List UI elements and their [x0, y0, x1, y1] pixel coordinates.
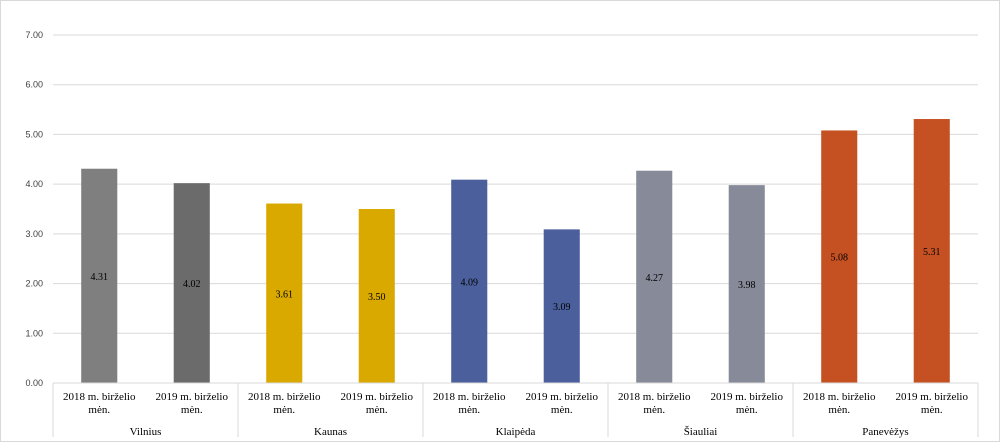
bar — [173, 183, 210, 383]
category-label: mėn. — [643, 404, 665, 416]
data-labels: 4.31 4.02 3.61 3.50 4.09 3.09 4.27 3.98 5.08 5.31 — [91, 247, 941, 313]
bar — [728, 185, 765, 383]
group-label: Kaunas — [314, 426, 347, 438]
category-label: 2018 m. birželio — [248, 391, 321, 403]
y-tick-label: 1.00 — [25, 328, 43, 338]
y-tick-label: 7.00 — [25, 30, 43, 40]
group-label: Vilnius — [130, 426, 162, 438]
data-label: 4.31 — [91, 272, 109, 283]
category-label: 2019 m. birželio — [341, 391, 414, 403]
data-label: 4.27 — [646, 273, 664, 284]
data-label: 3.50 — [368, 292, 386, 303]
category-label: 2018 m. birželio — [803, 391, 876, 403]
category-label: 2019 m. birželio — [156, 391, 229, 403]
group-label: Šiauliai — [684, 426, 718, 438]
bar — [543, 229, 580, 383]
data-label: 4.02 — [183, 279, 201, 290]
category-label: mėn. — [921, 404, 943, 416]
category-label: mėn. — [88, 404, 110, 416]
category-label: mėn. — [458, 404, 480, 416]
bars — [81, 119, 950, 383]
category-label: 2019 m. birželio — [526, 391, 599, 403]
category-label: 2018 m. birželio — [618, 391, 691, 403]
data-label: 3.09 — [553, 302, 571, 313]
y-tick-label: 0.00 — [25, 378, 43, 388]
category-label: 2019 m. birželio — [896, 391, 969, 403]
data-label: 3.98 — [738, 280, 756, 291]
category-label: 2018 m. birželio — [433, 391, 506, 403]
group-label: Klaipėda — [496, 426, 536, 438]
data-label: 4.09 — [461, 277, 479, 288]
bar — [636, 170, 673, 383]
bar — [266, 203, 303, 383]
data-label: 5.08 — [831, 253, 849, 264]
group-label: Panevėžys — [862, 426, 908, 438]
category-label: mėn. — [736, 404, 758, 416]
bar — [81, 168, 118, 383]
category-label: 2018 m. birželio — [63, 391, 136, 403]
category-label: mėn. — [828, 404, 850, 416]
category-label: 2019 m. birželio — [711, 391, 784, 403]
bar — [358, 209, 395, 383]
category-label: mėn. — [551, 404, 573, 416]
category-label: mėn. — [273, 404, 295, 416]
bar — [913, 119, 950, 383]
category-label: mėn. — [366, 404, 388, 416]
category-label: mėn. — [181, 404, 203, 416]
y-axis-tick-labels: 0.00 1.00 2.00 3.00 4.00 5.00 6.00 7.00 — [25, 30, 43, 388]
y-tick-label: 5.00 — [25, 129, 43, 139]
data-label: 3.61 — [276, 289, 294, 300]
y-tick-label: 3.00 — [25, 229, 43, 239]
bar — [821, 130, 858, 383]
data-label: 5.31 — [923, 247, 941, 258]
y-tick-label: 4.00 — [25, 179, 43, 189]
y-tick-label: 6.00 — [25, 80, 43, 90]
y-tick-label: 2.00 — [25, 279, 43, 289]
bar — [451, 179, 488, 383]
